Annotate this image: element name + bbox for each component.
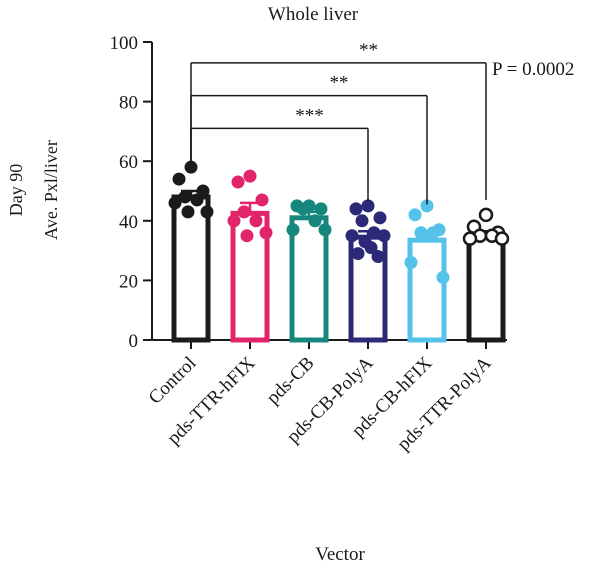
data-point [181,205,195,219]
data-point [190,193,204,207]
data-point [178,190,192,204]
data-point [308,214,322,228]
data-point [404,256,418,270]
y-tick-label: 0 [129,331,139,352]
data-point [408,208,422,222]
data-point [314,202,328,216]
x-tick-label-control: Control [145,353,201,409]
x-axis-label: Vector [315,544,365,565]
y-tick-label: 80 [119,93,138,114]
data-point [377,229,391,243]
data-point [373,211,387,225]
data-point [462,231,478,246]
data-point [436,270,450,284]
y-tick-label: 100 [110,33,139,54]
data-point [249,214,263,228]
p-value-label: P = 0.0002 [492,59,574,80]
data-point [371,250,385,264]
bar-pds-cb [289,215,329,343]
y-tick-label: 40 [119,212,138,233]
data-point [172,172,186,186]
bar-pds-ttr-polya [466,233,506,343]
data-point [296,202,310,216]
data-point [364,241,378,255]
data-point [237,205,251,219]
data-point [494,231,510,246]
bar-control [171,194,211,343]
data-point [243,169,257,183]
data-point [426,226,440,240]
significance-label: *** [295,105,324,126]
x-tick-label-pds-cb: pds-CB [263,353,319,409]
data-point [200,205,214,219]
y-axis-label-line1: Day 90 [6,164,26,217]
data-point [184,160,198,174]
data-point [259,226,273,240]
data-point [414,226,428,240]
bar-pds-cb-hfix [407,237,447,343]
data-point [345,229,359,243]
data-point [318,223,332,237]
data-point [255,193,269,207]
data-point [168,196,182,210]
chart-title: Whole liver [268,4,359,25]
data-point [227,214,241,228]
y-tick-label: 20 [119,271,138,292]
y-axis-label-line2: Ave. Pxl/liver [41,140,61,240]
data-point [231,175,245,189]
data-point [351,247,365,261]
y-tick-label: 60 [119,152,138,173]
data-point [349,202,363,216]
significance-label: ** [359,40,378,61]
data-point [355,214,369,228]
data-point [286,223,300,237]
data-point [478,207,494,223]
data-point [361,199,375,213]
significance-label: ** [330,73,349,94]
data-point [196,184,210,198]
data-point [240,229,254,243]
